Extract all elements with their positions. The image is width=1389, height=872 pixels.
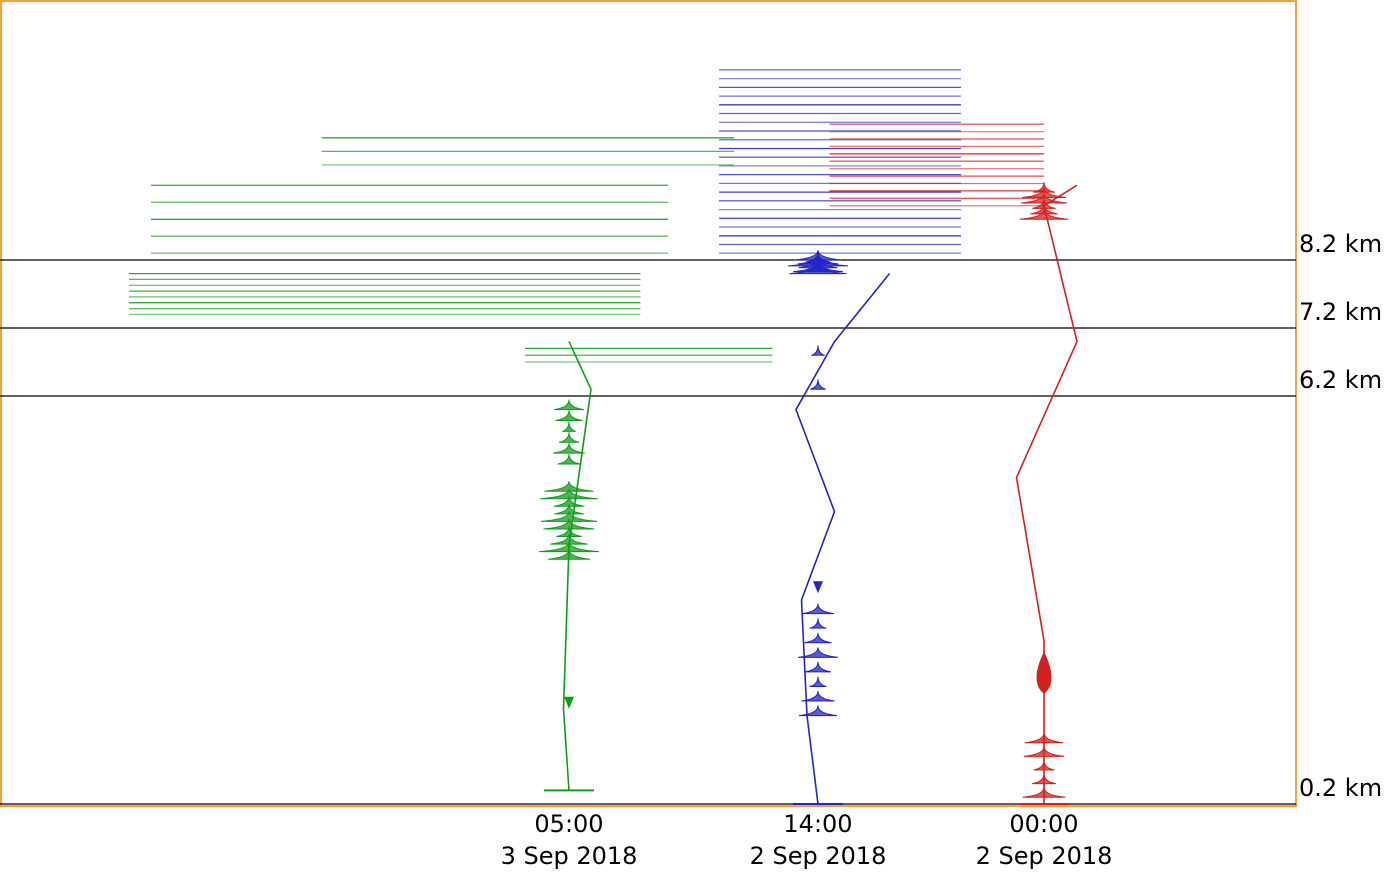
series-2-feature-0 — [1036, 651, 1052, 694]
series-2 — [829, 123, 1078, 805]
series-0-feature-2-tick-5 — [553, 399, 585, 411]
altitude-labels: 8.2 km 7.2 km 6.2 km 0.2 km — [1299, 230, 1382, 802]
series-2-feature-2-tick-5 — [1033, 182, 1055, 193]
series-1-feature-2-tick-0 — [810, 379, 826, 390]
series-0-feature-2-tick-0 — [557, 453, 581, 465]
series-0-date-label: 3 Sep 2018 — [501, 842, 638, 870]
series-2-feature-1-tick-0 — [1022, 787, 1066, 798]
series-2-feature-1-tick-1 — [1032, 773, 1056, 785]
series-1 — [719, 69, 961, 805]
altitude-label-2: 6.2 km — [1299, 366, 1382, 394]
plot-frame — [0, 0, 1297, 807]
series-1-feature-3-tick-7 — [794, 249, 842, 261]
series-1-feature-2-tick-1 — [811, 345, 825, 356]
series-0-feature-2-tick-4 — [555, 410, 583, 421]
series-1-feature-1-tick-1 — [801, 690, 835, 702]
altitude-lines — [0, 259, 1296, 805]
series-2-feature-1-tick-2 — [1033, 759, 1055, 771]
series-0-feature-2-tick-3 — [562, 421, 576, 432]
series-2-date-label: 2 Sep 2018 — [976, 842, 1113, 870]
series-2-trajectory — [1015, 184, 1078, 804]
series-0 — [129, 137, 773, 792]
series-2-feature-1-tick-4 — [1024, 732, 1064, 744]
series-2-time-label: 00:00 — [1009, 810, 1078, 838]
series-0-feature-1-tick-9 — [544, 481, 594, 492]
series-1-feature-1-tick-5 — [804, 632, 832, 644]
series-2-feature-1-tick-3 — [1023, 746, 1065, 757]
series-0-feature-0 — [564, 696, 574, 709]
series-1-date-label: 2 Sep 2018 — [750, 842, 887, 870]
series-1-trajectory — [795, 273, 891, 805]
series-1-feature-1-tick-7 — [801, 603, 835, 615]
series-layer — [129, 69, 1078, 805]
series-1-feature-1-tick-6 — [809, 618, 827, 629]
series-1-feature-1-tick-0 — [798, 705, 838, 717]
series-1-feature-1-tick-3 — [805, 661, 831, 673]
series-1-feature-0 — [813, 581, 823, 594]
series-1-feature-1-tick-2 — [809, 676, 827, 687]
series-1-time-label: 14:00 — [783, 810, 852, 838]
series-1-feature-1-tick-4 — [797, 647, 839, 658]
altitude-label-0: 8.2 km — [1299, 230, 1382, 258]
altitude-label-1: 7.2 km — [1299, 298, 1382, 326]
series-0-feature-2-tick-2 — [558, 432, 580, 443]
series-0-feature-2-tick-1 — [552, 443, 586, 454]
time-labels: 05:00 3 Sep 2018 14:00 2 Sep 2018 00:00 2 Sep… — [501, 810, 1113, 870]
series-0-time-label: 05:00 — [534, 810, 603, 838]
altitude-label-3: 0.2 km — [1299, 774, 1382, 802]
